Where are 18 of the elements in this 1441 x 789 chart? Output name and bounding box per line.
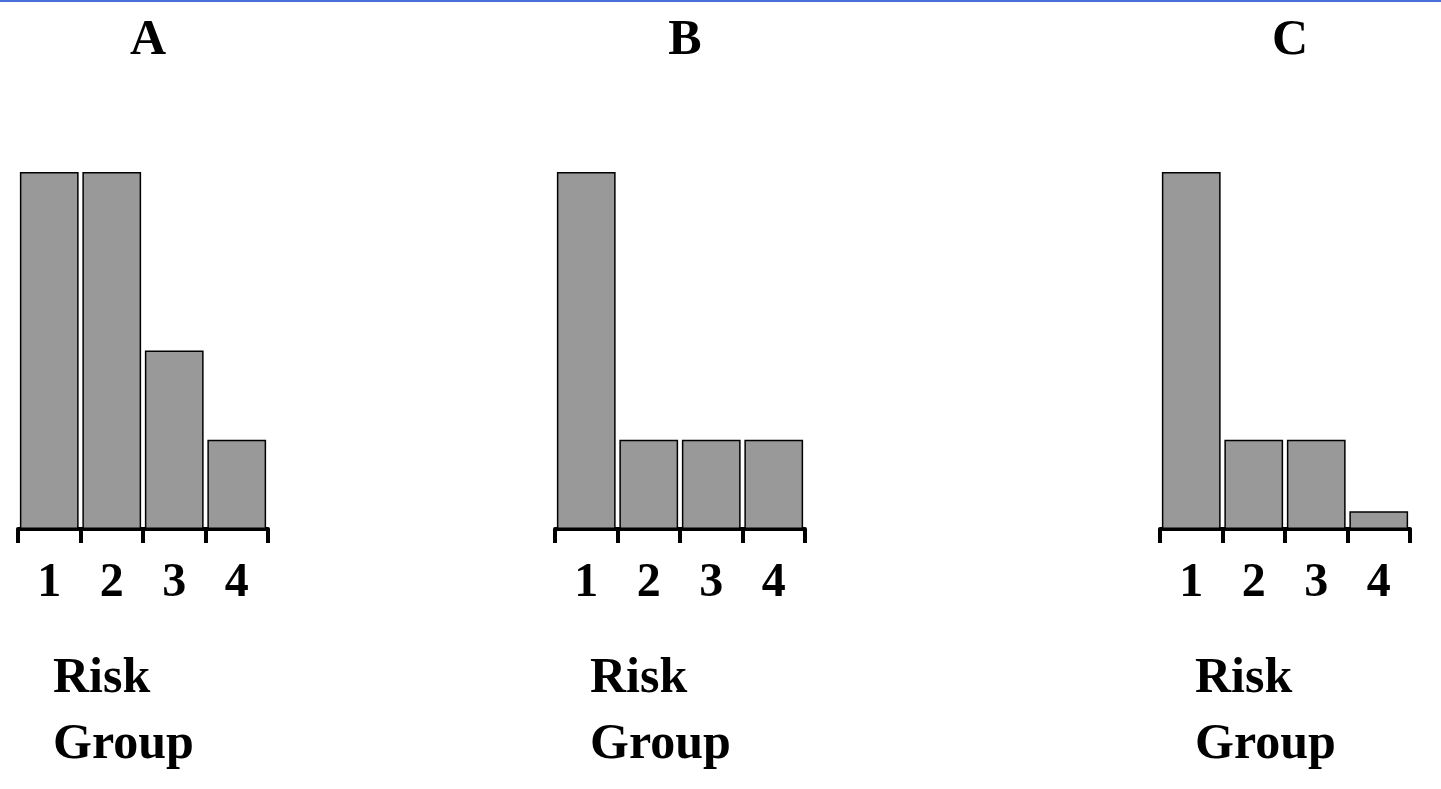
chart-title: C [1271,9,1309,65]
x-tick-label: 3 [162,552,187,606]
x-axis-title: Risk Group [53,647,194,769]
x-tick-label: 1 [37,552,62,606]
x-axis-title: Risk Group [590,647,731,769]
x-tick-label: 4 [1366,552,1391,606]
x-tick-label: 2 [636,552,661,606]
x-tick-label: 2 [99,552,124,606]
chart-title: B [668,9,702,65]
x-tick-label: 4 [224,552,249,606]
x-tick-label: 4 [761,552,786,606]
x-tick-label: 2 [1241,552,1266,606]
chart-title: A [129,9,167,65]
x-tick-label: 3 [699,552,724,606]
x-tick-label: 3 [1304,552,1329,606]
x-axis-title: Risk Group [1195,647,1336,769]
x-tick-label: 1 [1179,552,1204,606]
x-tick-label: 1 [574,552,599,606]
